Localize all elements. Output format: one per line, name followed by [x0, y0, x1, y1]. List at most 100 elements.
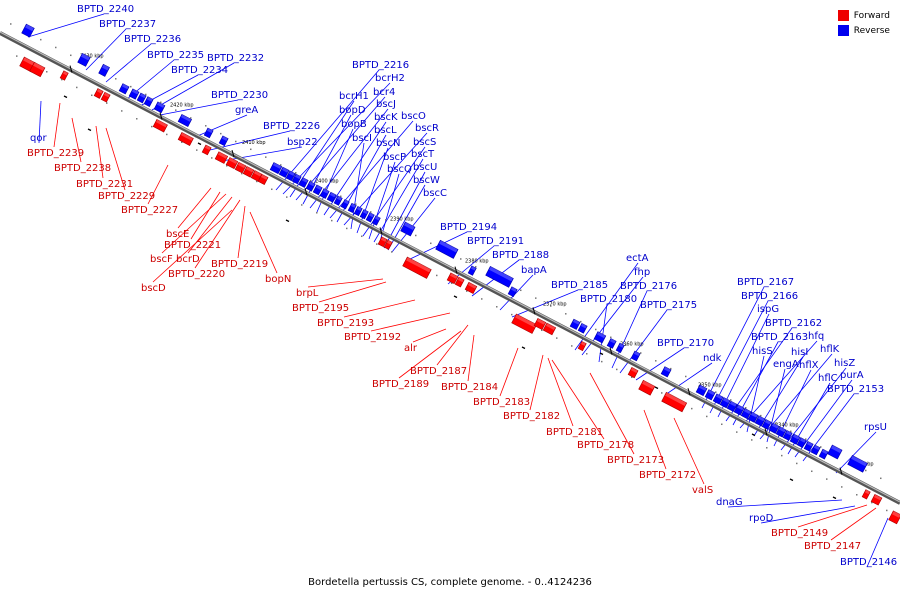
track-mark: [63, 95, 68, 99]
label-leader: [151, 62, 235, 111]
kbp-tick-label: 2370 kbp: [543, 301, 567, 307]
forward-gene-label: BPTD_2184: [441, 382, 498, 393]
label-leader: [589, 372, 635, 455]
reverse-gene-block: [740, 408, 752, 420]
label-leader: [830, 507, 877, 541]
reverse-gene-block: [660, 366, 672, 378]
reverse-gene-label: hflX: [799, 360, 819, 371]
label-leader: [701, 286, 765, 409]
label-leader: [194, 199, 241, 269]
forward-gene-block: [59, 70, 69, 81]
track-mark: [453, 295, 458, 299]
label-leader: [177, 187, 212, 229]
reverse-gene-block: [847, 455, 868, 473]
track-dot: [40, 38, 42, 41]
track-dot: [550, 305, 552, 307]
forward-gene-label: BPTD_2227: [121, 205, 178, 216]
forward-gene-block: [402, 256, 432, 279]
reverse-gene-block: [153, 101, 166, 114]
reverse-gene-label: hisS: [752, 346, 773, 357]
forward-gene-label: alr: [404, 343, 418, 354]
reverse-gene-label: bcrH2: [375, 73, 405, 84]
forward-gene-label: BPTD_2189: [372, 379, 429, 390]
reverse-gene-label: dnaG: [716, 497, 743, 508]
reverse-gene-label: BPTD_2194: [440, 222, 497, 233]
reverse-gene-label: qor: [30, 133, 47, 144]
track-dot: [310, 179, 312, 182]
track-dot: [160, 101, 162, 104]
legend-forward: Forward: [837, 8, 890, 23]
kbp-tick-label: 2340 kbp: [775, 423, 799, 429]
reverse-gene-block: [796, 437, 807, 448]
forward-gene-block: [888, 510, 900, 525]
label-leader: [38, 100, 42, 144]
label-leader: [727, 499, 843, 508]
track-dot: [106, 102, 108, 104]
track-dot: [196, 149, 198, 151]
reverse-gene-block: [810, 444, 821, 456]
label-leader: [307, 278, 384, 288]
reverse-gene-block: [298, 177, 309, 188]
track-dot: [706, 415, 708, 418]
reverse-gene-label: bscW: [413, 175, 440, 186]
track-dot: [370, 211, 372, 213]
reverse-gene-label: BPTD_2180: [580, 294, 637, 305]
track-dot: [145, 93, 147, 96]
forward-gene-label: BPTD_2238: [54, 163, 111, 174]
label-leader: [85, 28, 127, 71]
track-dot: [886, 509, 888, 512]
track-dot: [820, 446, 822, 448]
track-dot: [136, 118, 138, 120]
reverse-gene-block: [768, 422, 780, 434]
reverse-gene-block: [615, 342, 625, 353]
reverse-gene-block: [569, 318, 581, 330]
label-leader: [709, 300, 769, 414]
label-leader: [316, 128, 354, 213]
kbp-tick-label: 2360 kbp: [620, 342, 644, 348]
reverse-gene-label: bscR: [415, 123, 439, 134]
reverse-gene-block: [467, 265, 477, 276]
reverse-gene-label: ectA: [626, 253, 649, 264]
track-mark: [87, 128, 92, 132]
label-leader: [866, 517, 889, 568]
label-leader: [289, 100, 355, 198]
track-dot: [595, 328, 597, 331]
track-dot: [301, 204, 303, 206]
forward-gene-block: [234, 161, 247, 174]
track-mark: [654, 386, 659, 390]
reverse-gene-label: bscN: [376, 138, 401, 149]
reverse-gene-label: greA: [235, 105, 258, 116]
label-leader: [398, 330, 462, 379]
reverse-gene-label: BPTD_2235: [147, 50, 204, 61]
reverse-gene-block: [365, 212, 375, 223]
track-dot: [736, 431, 738, 433]
track-dot: [316, 212, 318, 214]
forward-gene-label: BPTD_2195: [292, 303, 349, 314]
label-leader: [159, 99, 239, 116]
forward-gene-label: BPTD_2147: [804, 541, 861, 552]
reverse-gene-label: bscT: [411, 149, 435, 160]
label-leader: [725, 327, 793, 422]
track-dot: [55, 46, 57, 49]
label-leader: [547, 357, 574, 427]
track-dot: [751, 439, 753, 441]
track-dot: [535, 297, 537, 299]
reverse-gene-label: BPTD_2234: [171, 65, 228, 76]
label-leader: [802, 393, 855, 462]
label-leader: [835, 431, 877, 474]
label-leader: [797, 504, 868, 528]
forward-gene-label: BPTD_2173: [607, 455, 664, 466]
track-dot: [730, 399, 732, 401]
track-dot: [775, 422, 777, 425]
track-dot: [715, 391, 717, 393]
kbp-tick-label: 2430 kbp: [80, 54, 104, 60]
minor-tick-dots: [10, 23, 888, 512]
track-dot: [451, 282, 453, 285]
track-dot: [541, 329, 543, 332]
forward-gene-label: BPTD_2229: [98, 191, 155, 202]
forward-gene-label: BPTD_2149: [771, 528, 828, 539]
track-dot: [10, 23, 12, 25]
track-dot: [790, 430, 792, 433]
track-dot: [655, 360, 657, 362]
